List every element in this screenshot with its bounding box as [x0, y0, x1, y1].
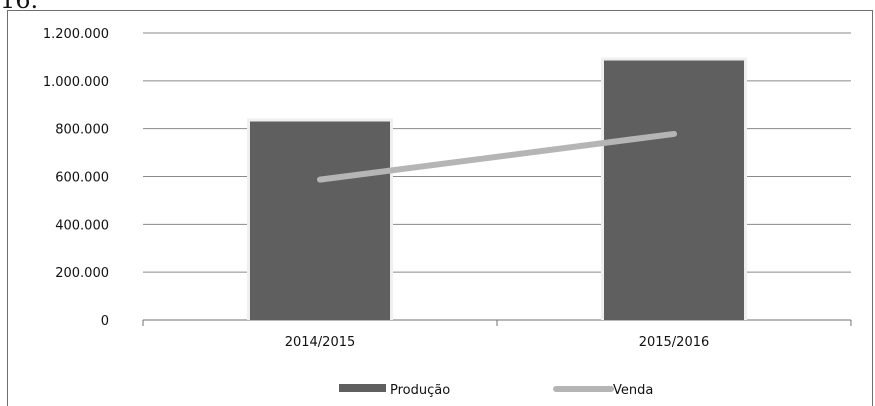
y-tick-label: 800.000	[55, 123, 109, 138]
bar-producao	[604, 60, 744, 321]
page-title-fragment: 16.	[0, 0, 39, 14]
y-tick-label: 1.200.000	[43, 27, 109, 42]
x-tick-label: 2015/2016	[639, 335, 710, 350]
y-tick-label: 600.000	[55, 171, 109, 186]
legend-label-venda: Venda	[613, 383, 653, 398]
y-tick-label: 200.000	[55, 266, 109, 281]
x-tick-label: 2014/2015	[285, 335, 356, 350]
y-tick-label: 1.000.000	[43, 75, 109, 90]
line-venda	[317, 130, 677, 183]
bar-producao	[250, 121, 390, 320]
legend-label-producao: Produção	[390, 383, 450, 398]
y-tick-label: 400.000	[55, 218, 109, 233]
legend-swatch-producao	[339, 384, 386, 392]
y-tick-label: 0	[101, 314, 109, 329]
